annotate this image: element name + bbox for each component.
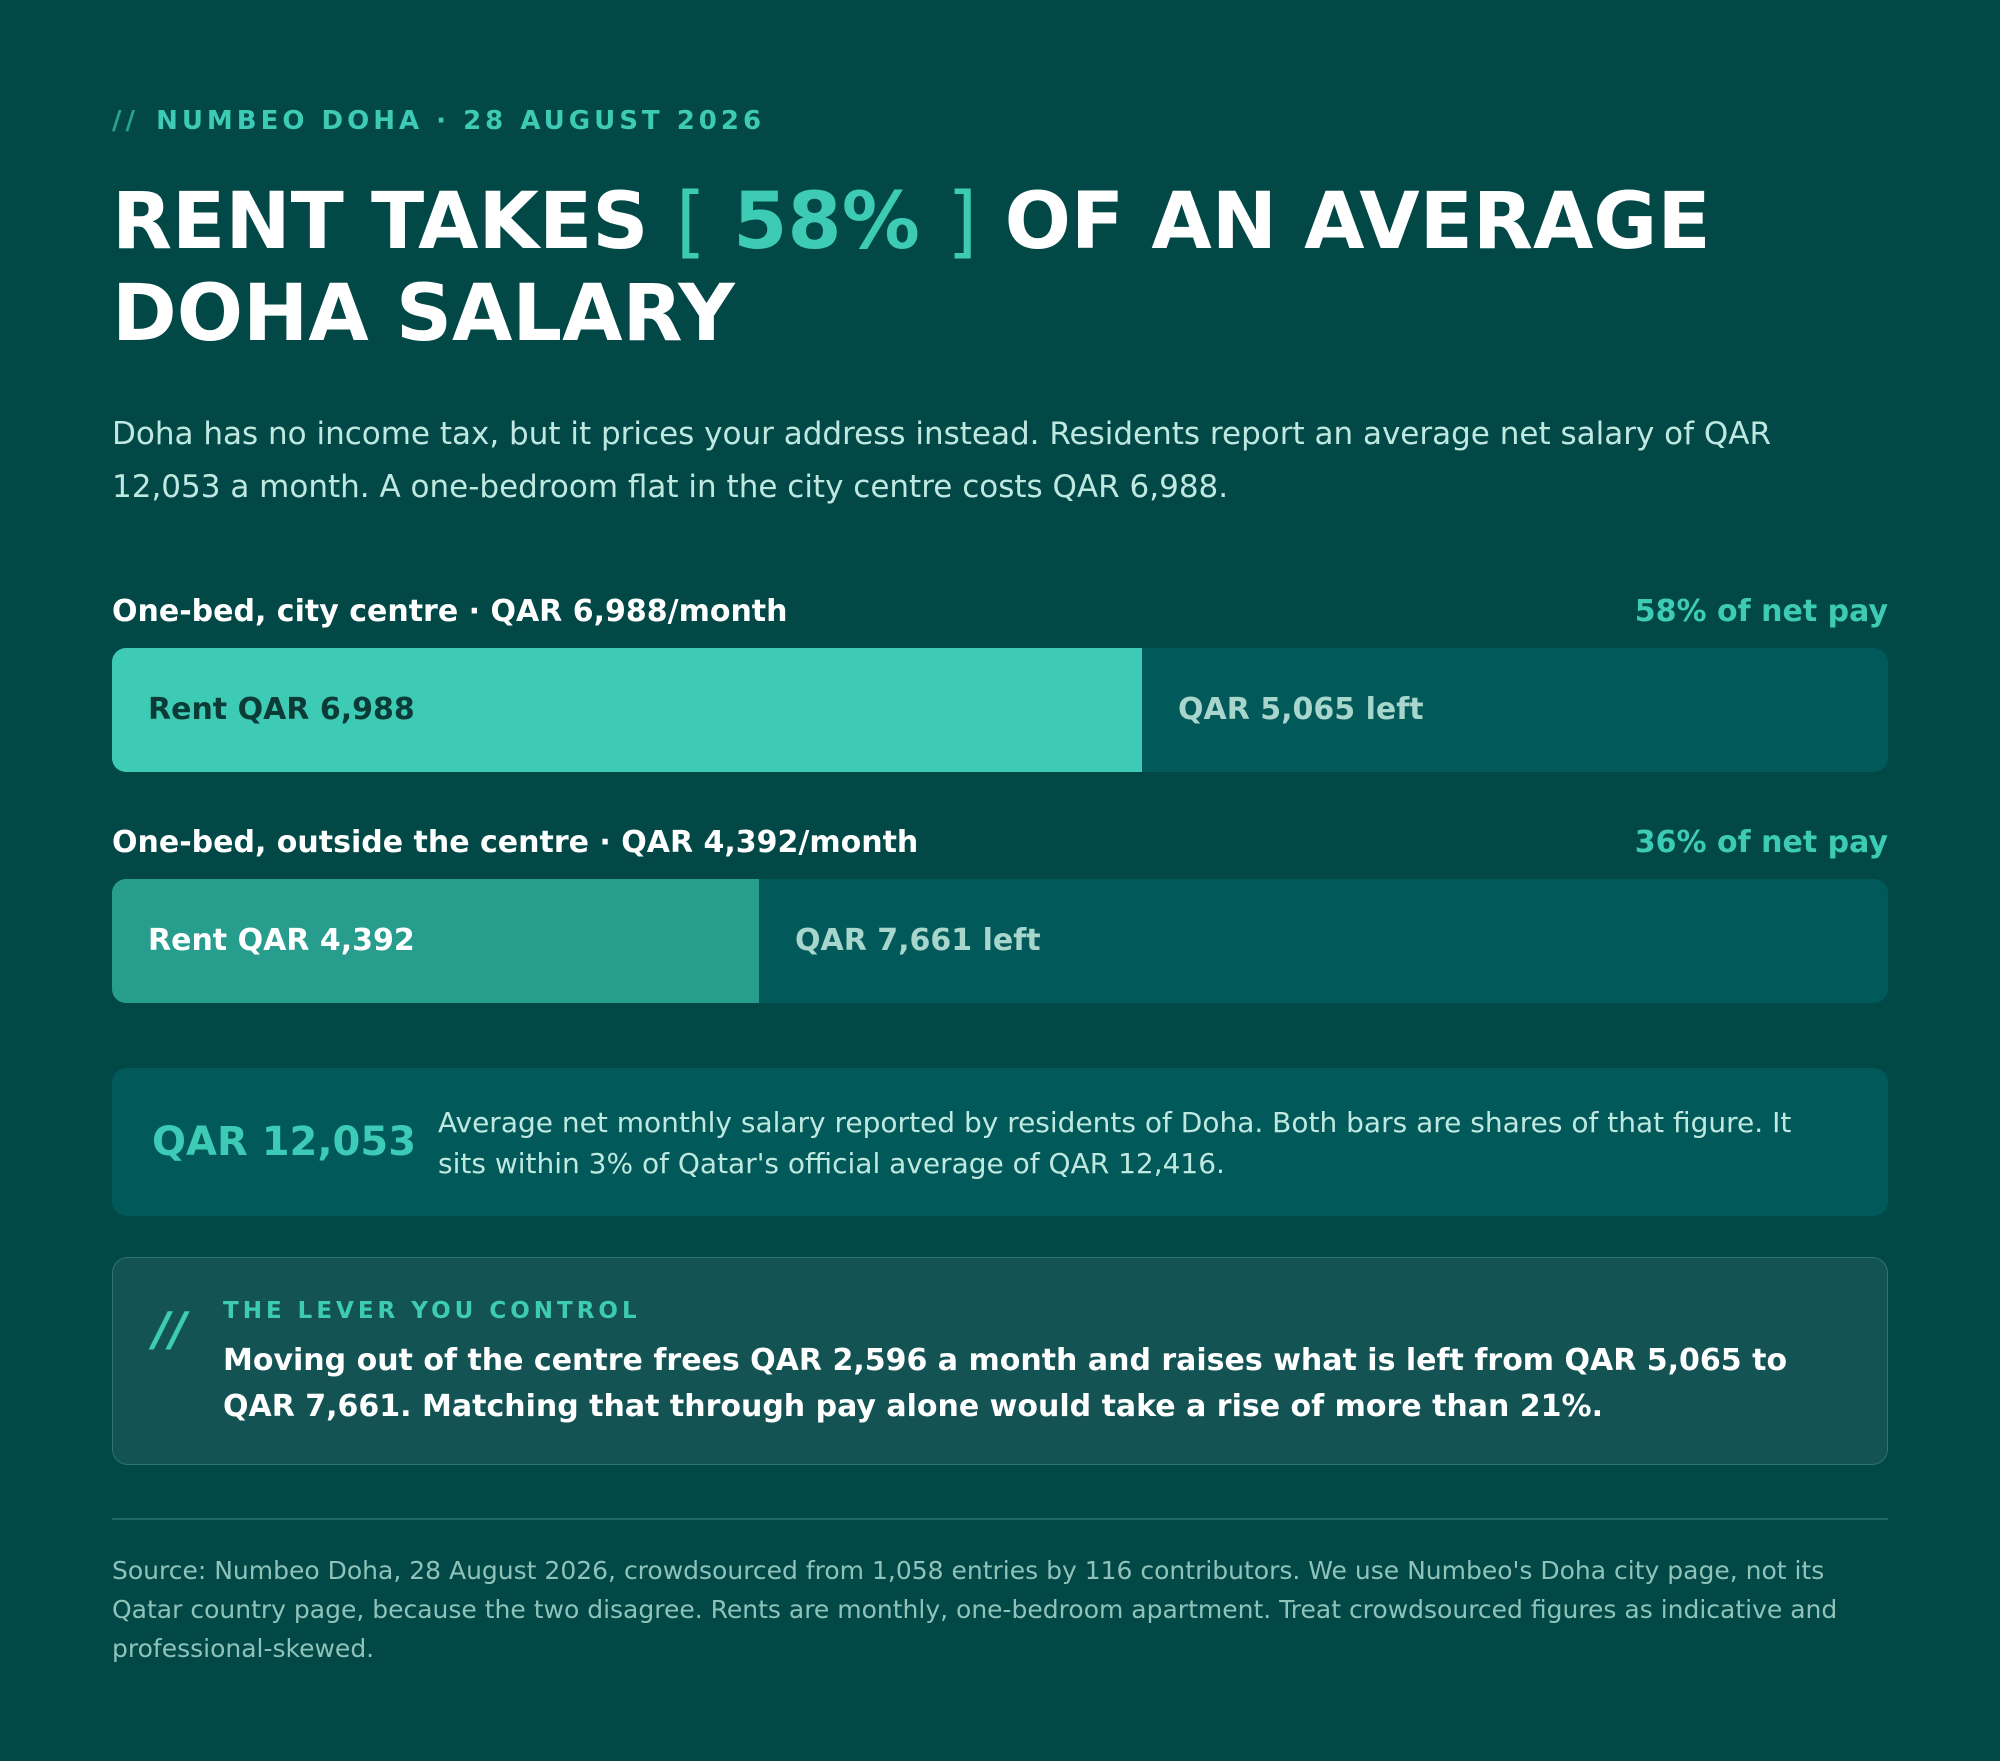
lever-title: THE LEVER YOU CONTROL	[223, 1298, 641, 1324]
salary-description: Average net monthly salary reported by r…	[438, 1106, 1792, 1180]
bar-rent-fill: Rent QAR 4,392	[112, 879, 759, 1003]
slashes-icon: //	[153, 1302, 187, 1356]
eyebrow: // NUMBEO DOHA · 28 AUGUST 2026	[112, 106, 765, 136]
divider	[112, 1518, 1888, 1520]
headline-percent: 58%	[733, 177, 920, 267]
bar-title: One-bed, city centre · QAR 6,988/month	[112, 594, 788, 629]
eyebrow-text: NUMBEO DOHA · 28 AUGUST 2026	[156, 106, 766, 136]
lede-paragraph: Doha has no income tax, but it prices yo…	[112, 416, 1772, 505]
bar-rent-label: Rent QAR 4,392	[148, 923, 415, 958]
lever-callout: // THE LEVER YOU CONTROL Moving out of t…	[112, 1257, 1888, 1465]
headline-accent: [ 58% ]	[676, 177, 978, 267]
bar-title: One-bed, outside the centre · QAR 4,392/…	[112, 825, 919, 860]
bar-share: 36% of net pay	[1634, 825, 1888, 860]
bar-track-city-centre: Rent QAR 6,988 QAR 5,065 left	[112, 648, 1888, 772]
salary-value: QAR 12,053	[152, 1119, 417, 1165]
bar-rent-label: Rent QAR 6,988	[148, 692, 415, 727]
bar-left-label: QAR 7,661 left	[795, 923, 1041, 958]
bar-left-label: QAR 5,065 left	[1178, 692, 1424, 727]
headline-bracket-close: ]	[947, 177, 978, 267]
headline-bracket-open: [	[675, 177, 706, 267]
bar-label-city-centre: One-bed, city centre · QAR 6,988/month 5…	[112, 592, 1888, 632]
source-note: Source: Numbeo Doha, 28 August 2026, cro…	[112, 1556, 1838, 1663]
bar-label-outside-centre: One-bed, outside the centre · QAR 4,392/…	[112, 823, 1888, 863]
bar-share: 58% of net pay	[1634, 594, 1888, 629]
headline-before: RENT TAKES	[112, 177, 649, 267]
eyebrow-slashes: //	[112, 106, 139, 136]
headline: RENT TAKES [ 58% ] OF AN AVERAGE DOHA SA…	[112, 176, 1888, 360]
bar-track-outside-centre: Rent QAR 4,392 QAR 7,661 left	[112, 879, 1888, 1003]
lever-text: Moving out of the centre frees QAR 2,596…	[223, 1343, 1788, 1424]
headline-after: OF AN AVERAGE DOHA SALARY	[112, 177, 1711, 359]
bar-rent-fill: Rent QAR 6,988	[112, 648, 1142, 772]
salary-callout: QAR 12,053 Average net monthly salary re…	[112, 1068, 1888, 1216]
